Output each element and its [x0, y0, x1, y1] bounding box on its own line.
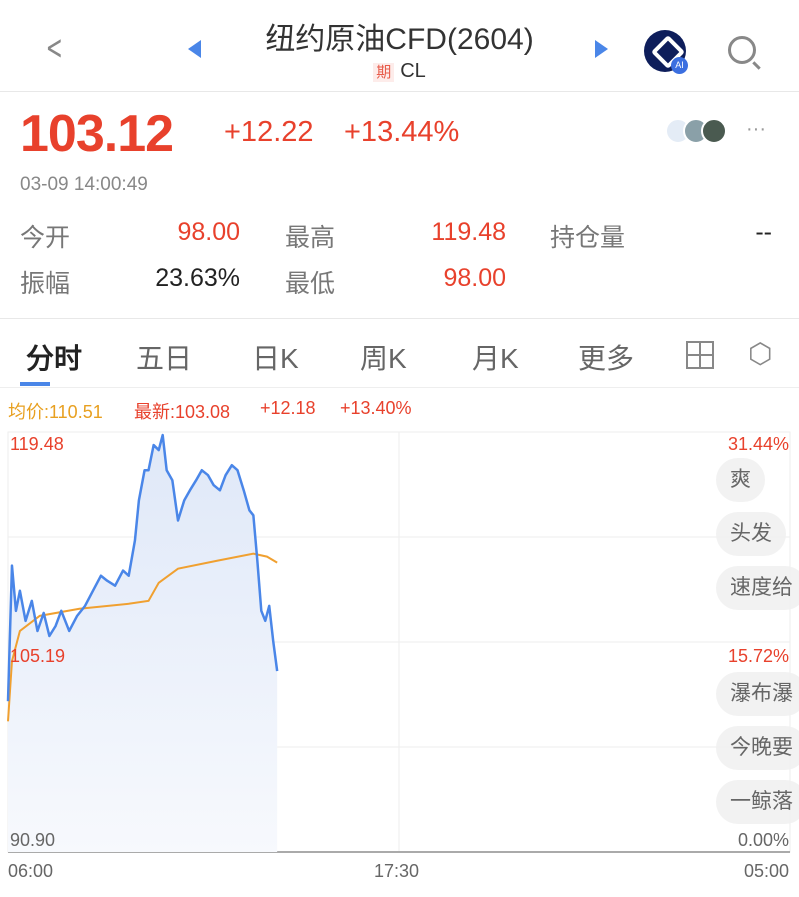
stat-value-open-interest: --	[755, 218, 772, 246]
next-instrument-arrow-icon[interactable]	[595, 40, 608, 58]
average-price-readout: 均价:110.51	[8, 402, 103, 422]
y-label-low: 90.90	[10, 830, 56, 850]
x-label-mid: 17:30	[374, 861, 420, 881]
stat-label-open-interest: 持仓量	[550, 224, 626, 252]
stat-label-amplitude: 振幅	[20, 270, 71, 298]
chart-period-tabs: 分时 五日 日K 周K 月K 更多 ⬡	[0, 318, 799, 388]
y-label-high: 119.48	[10, 434, 64, 454]
stat-value-amplitude: 23.63%	[155, 264, 240, 292]
quote-timestamp: 03-09 14:00:49	[20, 174, 148, 195]
price-change-percent: +13.44%	[344, 116, 460, 148]
price-line	[6, 433, 279, 702]
price-change: +12.22	[224, 116, 314, 148]
tab-weekly-k[interactable]: 周K	[360, 343, 407, 374]
tab-daily-k[interactable]: 日K	[252, 343, 299, 374]
tab-more[interactable]: 更多	[578, 343, 635, 374]
latest-change-percent-readout: +13.40%	[340, 398, 412, 418]
stat-value-open: 98.00	[177, 218, 240, 246]
stat-label-low: 最低	[285, 270, 336, 298]
stat-value-low: 98.00	[443, 264, 506, 292]
danmaku-comment[interactable]: 速度给	[716, 566, 799, 610]
latest-change-readout: +12.18	[260, 398, 316, 418]
tab-five-day[interactable]: 五日	[136, 343, 193, 374]
tab-intraday[interactable]: 分时	[26, 343, 83, 374]
previous-instrument-arrow-icon[interactable]	[188, 40, 201, 58]
last-price: 103.12	[20, 105, 174, 163]
intraday-chart[interactable]	[0, 420, 799, 860]
instrument-title: 纽约原油CFD(2604)	[265, 23, 534, 56]
instrument-subtitle: 期 CL	[0, 60, 799, 83]
price-area-fill	[8, 435, 278, 852]
y-pct-label-low: 0.00%	[737, 830, 789, 850]
top-nav-bar: < 纽约原油CFD(2604) 期 CL AI	[0, 0, 799, 92]
stat-label-open: 今开	[20, 224, 71, 252]
tab-monthly-k[interactable]: 月K	[472, 343, 519, 374]
settings-hexagon-icon[interactable]: ⬡	[748, 338, 773, 369]
latest-price-readout: 最新:103.08	[134, 402, 231, 422]
danmaku-comment[interactable]: 爽	[716, 458, 765, 502]
danmaku-comment[interactable]: 一鲸落	[716, 780, 799, 824]
more-options-icon[interactable]: ···	[746, 118, 766, 140]
danmaku-comment[interactable]: 瀑布瀑	[716, 672, 799, 716]
active-tab-indicator	[20, 382, 50, 386]
layout-grid-icon[interactable]	[686, 341, 714, 369]
ai-badge: AI	[671, 57, 688, 74]
ai-assistant-icon[interactable]: AI	[644, 30, 688, 74]
x-label-start: 06:00	[8, 861, 54, 881]
x-label-end: 05:00	[743, 861, 789, 881]
search-icon[interactable]	[728, 36, 756, 64]
community-avatars[interactable]	[665, 118, 727, 144]
stat-value-high: 119.48	[431, 218, 506, 246]
y-pct-label-high: 31.44%	[727, 434, 789, 454]
danmaku-comment[interactable]: 今晚要	[716, 726, 799, 770]
futures-tag: 期	[373, 63, 395, 82]
average-price-line	[7, 552, 278, 722]
danmaku-comment[interactable]: 头发	[716, 512, 786, 556]
y-label-mid: 105.19	[10, 646, 66, 666]
avatar	[701, 118, 727, 144]
instrument-code: CL	[400, 60, 426, 82]
back-chevron-icon[interactable]: <	[45, 28, 63, 68]
stat-label-high: 最高	[285, 224, 336, 252]
y-pct-label-mid: 15.72%	[727, 646, 789, 666]
